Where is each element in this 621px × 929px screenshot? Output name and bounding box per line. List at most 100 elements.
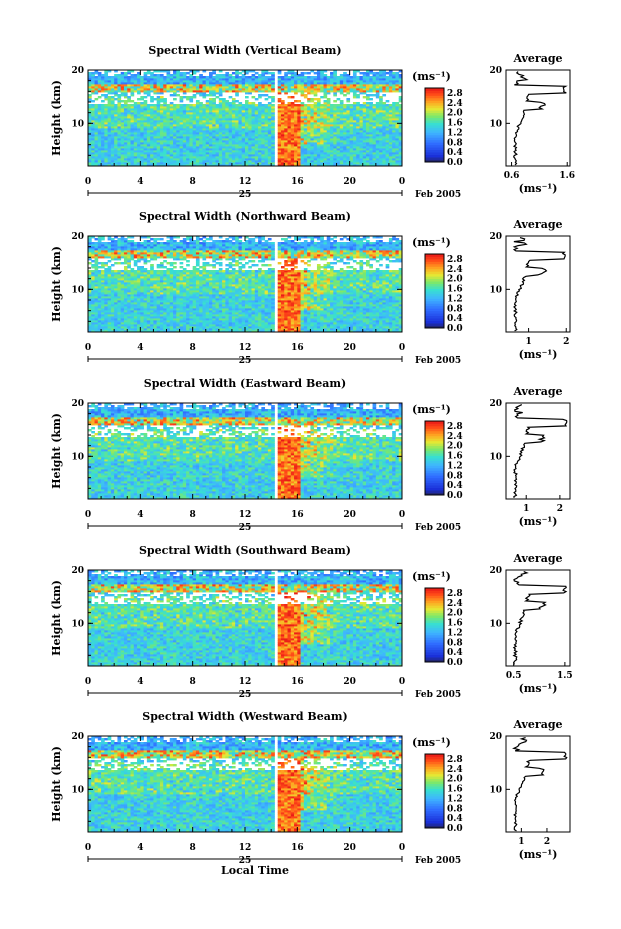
heatmap-cell [241, 132, 246, 135]
heatmap-cell [88, 238, 92, 241]
heatmap-cell [248, 84, 252, 87]
heatmap-cell [277, 118, 282, 121]
heatmap-cell [241, 152, 246, 155]
heatmap-cell [330, 106, 334, 109]
heatmap-cell [107, 138, 112, 141]
heatmap-cell [303, 146, 308, 149]
heatmap-cell [91, 90, 95, 93]
heatmap-cell [163, 120, 167, 123]
heatmap-cell [294, 104, 298, 107]
heatmap-cell [385, 156, 390, 159]
heatmap-cell [133, 160, 138, 163]
heatmap-cell [199, 160, 203, 163]
heatmap-cell [186, 128, 190, 131]
heatmap-cell [356, 94, 360, 97]
heatmap-cell [88, 126, 92, 129]
heatmap-cell [359, 76, 364, 79]
heatmap-cell [133, 162, 138, 165]
heatmap-cell [159, 118, 164, 121]
heatmap-cell [107, 102, 112, 105]
heatmap-cell [303, 80, 308, 83]
heatmap-cell [104, 120, 109, 123]
heatmap-cell [159, 162, 164, 165]
heatmap-cell [245, 114, 249, 117]
heatmap-cell [352, 94, 357, 97]
heatmap-cell [97, 74, 102, 77]
heatmap-cell [310, 140, 315, 143]
heatmap-cell [101, 250, 105, 253]
heatmap-cell [209, 118, 213, 121]
heatmap-cell [349, 134, 354, 137]
heatmap-cell [343, 72, 347, 75]
heatmap-cell [104, 104, 109, 107]
heatmap-cell [245, 76, 249, 79]
heatmap-cell [313, 114, 318, 117]
heatmap-cell [323, 84, 328, 87]
heatmap-cell [388, 70, 393, 73]
heatmap-cell [300, 122, 305, 125]
heatmap-cell [94, 254, 99, 257]
heatmap-cell [94, 324, 99, 327]
heatmap-cell [336, 114, 341, 117]
heatmap-cell [277, 100, 282, 103]
heatmap-cell [205, 136, 210, 139]
heatmap-cell [372, 110, 377, 113]
heatmap-cell [382, 152, 387, 155]
heatmap-cell [91, 260, 95, 263]
heatmap-cell [205, 108, 210, 111]
heatmap-cell [97, 318, 102, 321]
heatmap-cell [333, 80, 337, 83]
heatmap-cell [110, 280, 115, 283]
heatmap-cell [362, 74, 367, 77]
heatmap-cell [310, 76, 315, 79]
heatmap-cell [104, 88, 109, 91]
heatmap-cell [248, 86, 252, 89]
heatmap-cell [225, 102, 230, 105]
heatmap-cell [287, 148, 292, 151]
heatmap-cell [379, 108, 383, 111]
heatmap-cell [91, 146, 95, 149]
heatmap-cell [166, 86, 171, 89]
heatmap-cell [303, 108, 308, 111]
heatmap-cell [316, 146, 321, 149]
heatmap-cell [173, 72, 177, 75]
heatmap-cell [346, 160, 351, 163]
heatmap-cell [166, 134, 171, 137]
heatmap-cell [146, 90, 151, 93]
heatmap-cell [159, 132, 164, 135]
heatmap-cell [215, 126, 220, 129]
heatmap-cell [280, 152, 285, 155]
heatmap-cell [261, 74, 266, 77]
heatmap-cell [192, 70, 197, 73]
heatmap-cell [110, 286, 115, 289]
heatmap-cell [245, 72, 249, 75]
heatmap-cell [343, 158, 347, 161]
heatmap-cell [287, 140, 292, 143]
heatmap-cell [359, 150, 364, 153]
y-tick-label: 10 [71, 119, 84, 129]
heatmap-cell [359, 164, 364, 167]
heatmap-cell [343, 136, 347, 139]
heatmap-cell [212, 80, 216, 83]
heatmap-cell [326, 78, 331, 81]
heatmap-cell [290, 134, 295, 137]
heatmap-cell [104, 292, 109, 295]
heatmap-cell [94, 312, 99, 315]
heatmap-cell [140, 136, 144, 139]
heatmap-cell [222, 112, 226, 115]
heatmap-cell [264, 106, 269, 109]
heatmap-cell [228, 114, 233, 117]
heatmap-cell [241, 106, 246, 109]
heatmap-cell [267, 118, 272, 121]
heatmap-cell [117, 102, 122, 105]
heatmap-cell [258, 76, 262, 79]
heatmap-cell [202, 104, 207, 107]
heatmap-cell [166, 72, 171, 75]
heatmap-cell [110, 300, 115, 303]
heatmap-cell [94, 84, 99, 87]
heatmap-cell [372, 114, 377, 117]
heatmap-cell [182, 84, 187, 87]
heatmap-cell [150, 96, 154, 99]
heatmap-cell [97, 292, 102, 295]
heatmap-cell [300, 104, 305, 107]
